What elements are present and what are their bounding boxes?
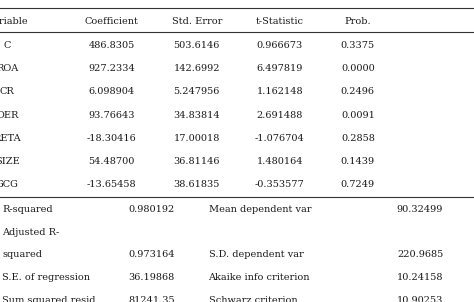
Text: 1.162148: 1.162148 xyxy=(256,87,303,96)
Text: Mean dependent var: Mean dependent var xyxy=(209,205,311,214)
Text: Prob.: Prob. xyxy=(345,17,371,26)
Text: C: C xyxy=(3,41,11,50)
Text: 17.00018: 17.00018 xyxy=(173,134,220,143)
Text: Akaike info criterion: Akaike info criterion xyxy=(209,273,310,282)
Text: 0.0091: 0.0091 xyxy=(341,111,375,120)
Text: GCG: GCG xyxy=(0,180,18,189)
Text: RETA: RETA xyxy=(0,134,21,143)
Text: 54.48700: 54.48700 xyxy=(88,157,135,166)
Text: -18.30416: -18.30416 xyxy=(87,134,136,143)
Text: 927.2334: 927.2334 xyxy=(88,64,135,73)
Text: 0.980192: 0.980192 xyxy=(128,205,174,214)
Text: 34.83814: 34.83814 xyxy=(173,111,220,120)
Text: 0.2858: 0.2858 xyxy=(341,134,375,143)
Text: 0.2496: 0.2496 xyxy=(341,87,375,96)
Text: 0.973164: 0.973164 xyxy=(128,250,174,259)
Text: R-squared: R-squared xyxy=(2,205,53,214)
Text: ROA: ROA xyxy=(0,64,18,73)
Text: 1.480164: 1.480164 xyxy=(256,157,303,166)
Text: 93.76643: 93.76643 xyxy=(88,111,135,120)
Text: 220.9685: 220.9685 xyxy=(397,250,443,259)
Text: t-Statistic: t-Statistic xyxy=(255,17,304,26)
Text: 38.61835: 38.61835 xyxy=(173,180,220,189)
Text: 5.247956: 5.247956 xyxy=(173,87,220,96)
Text: 81241.35: 81241.35 xyxy=(128,296,174,302)
Text: Variable: Variable xyxy=(0,17,27,26)
Text: 6.497819: 6.497819 xyxy=(256,64,303,73)
Text: S.D. dependent var: S.D. dependent var xyxy=(209,250,303,259)
Text: 486.8305: 486.8305 xyxy=(88,41,135,50)
Text: 0.966673: 0.966673 xyxy=(256,41,303,50)
Text: Sum squared resid: Sum squared resid xyxy=(2,296,96,302)
Text: 142.6992: 142.6992 xyxy=(173,64,220,73)
Text: 36.81146: 36.81146 xyxy=(173,157,220,166)
Text: 90.32499: 90.32499 xyxy=(397,205,443,214)
Text: Schwarz criterion: Schwarz criterion xyxy=(209,296,297,302)
Text: Coefficient: Coefficient xyxy=(84,17,138,26)
Text: -0.353577: -0.353577 xyxy=(255,180,304,189)
Text: 36.19868: 36.19868 xyxy=(128,273,174,282)
Text: 0.7249: 0.7249 xyxy=(341,180,375,189)
Text: 0.1439: 0.1439 xyxy=(341,157,375,166)
Text: squared: squared xyxy=(2,250,42,259)
Text: -13.65458: -13.65458 xyxy=(87,180,136,189)
Text: CR: CR xyxy=(0,87,15,96)
Text: 0.0000: 0.0000 xyxy=(341,64,375,73)
Text: Std. Error: Std. Error xyxy=(172,17,222,26)
Text: 6.098904: 6.098904 xyxy=(88,87,135,96)
Text: Adjusted R-: Adjusted R- xyxy=(2,228,60,237)
Text: DER: DER xyxy=(0,111,18,120)
Text: 10.24158: 10.24158 xyxy=(397,273,443,282)
Text: 2.691488: 2.691488 xyxy=(256,111,303,120)
Text: S.E. of regression: S.E. of regression xyxy=(2,273,91,282)
Text: 0.3375: 0.3375 xyxy=(341,41,375,50)
Text: 503.6146: 503.6146 xyxy=(173,41,220,50)
Text: 10.90253: 10.90253 xyxy=(397,296,443,302)
Text: SIZE: SIZE xyxy=(0,157,19,166)
Text: -1.076704: -1.076704 xyxy=(255,134,304,143)
